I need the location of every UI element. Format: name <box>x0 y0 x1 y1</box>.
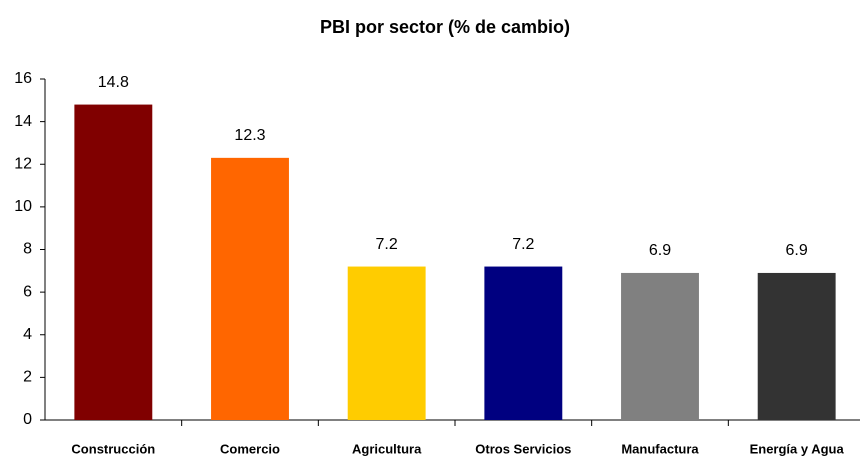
y-tick-label: 10 <box>14 198 32 215</box>
x-tick-label: Energía y Agua <box>750 441 845 456</box>
x-tick-label: Otros Servicios <box>475 441 571 456</box>
x-tick-label: Construcción <box>71 441 155 456</box>
y-tick-label: 0 <box>23 411 32 428</box>
bar <box>757 272 836 420</box>
y-tick-label: 14 <box>14 113 32 130</box>
bar <box>347 266 426 420</box>
y-tick-label: 12 <box>14 155 32 172</box>
bar <box>74 104 153 420</box>
bar <box>484 266 563 420</box>
y-tick-label: 6 <box>23 283 32 300</box>
bar <box>621 272 699 420</box>
value-label: 6.9 <box>786 242 808 259</box>
x-tick-label: Agricultura <box>352 441 422 456</box>
y-tick-label: 2 <box>23 369 32 386</box>
x-tick-label: Manufactura <box>621 441 699 456</box>
chart-title: PBI por sector (% de cambio) <box>320 17 570 37</box>
y-tick-label: 16 <box>14 70 32 87</box>
value-label: 6.9 <box>649 242 671 259</box>
value-label: 12.3 <box>234 127 265 144</box>
y-tick-label: 8 <box>23 241 32 258</box>
value-label: 14.8 <box>98 74 129 91</box>
x-tick-label: Comercio <box>220 441 280 456</box>
value-label: 7.2 <box>512 236 534 253</box>
value-label: 7.2 <box>376 236 398 253</box>
bar <box>211 157 289 420</box>
y-tick-label: 4 <box>23 326 32 343</box>
